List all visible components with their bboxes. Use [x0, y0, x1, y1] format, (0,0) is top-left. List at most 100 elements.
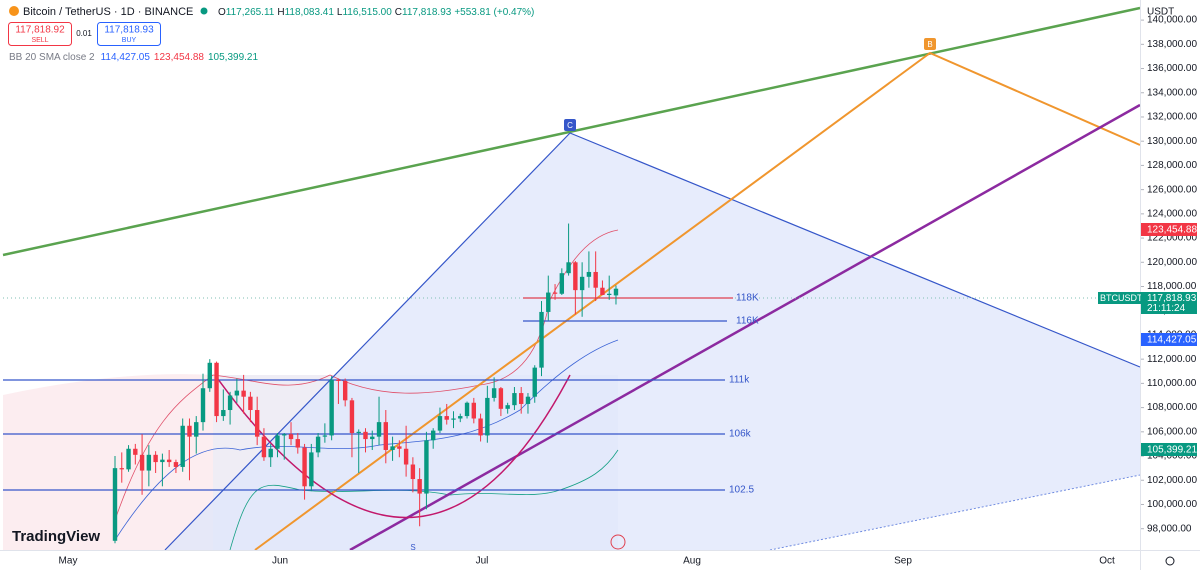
level-label: 118K — [736, 293, 759, 304]
candle-body — [552, 292, 558, 294]
candle-body — [160, 459, 165, 463]
coin-icon — [9, 6, 19, 16]
candle-body — [390, 446, 395, 450]
projection-line — [254, 51, 1141, 551]
event-icon[interactable] — [610, 534, 626, 550]
y-tick-label: 110,000.00 — [1147, 378, 1197, 389]
candle-body — [261, 436, 267, 458]
time-axis: May Jun Jul Aug Sep Oct — [59, 556, 1115, 567]
settings-icon[interactable] — [1165, 556, 1175, 566]
marker-label: B — [927, 40, 932, 49]
candle-body — [275, 435, 280, 449]
logo: TradingView — [12, 528, 100, 545]
candle-body — [458, 416, 463, 419]
y-tick-label: 106,000.00 — [1147, 426, 1197, 437]
badge — [1141, 443, 1197, 456]
y-tick-label: 124,000.00 — [1147, 208, 1197, 219]
candle-body — [376, 422, 382, 437]
price-axis: 98,000.00100,000.00102,000.00104,000.001… — [1141, 15, 1197, 534]
candle-body — [397, 446, 402, 449]
candle-body — [410, 464, 416, 480]
badge-text: 114,427.05 — [1147, 335, 1197, 346]
status-dot — [200, 7, 208, 15]
candle-body — [268, 448, 273, 458]
badge — [1141, 292, 1197, 314]
trend-line — [2, 6, 1141, 257]
marker — [564, 119, 576, 131]
candle-body — [356, 431, 361, 434]
candle-body — [559, 273, 565, 294]
x-tick-label: Oct — [1099, 556, 1115, 567]
candle-body — [139, 454, 145, 471]
candle-body — [295, 439, 300, 448]
badge — [1098, 292, 1141, 304]
candle-body — [491, 388, 497, 398]
candle-body — [403, 448, 409, 465]
candle-body — [288, 434, 294, 440]
badge-text: BTCUSDT — [1100, 293, 1143, 303]
change: +553.81 (+0.47%) — [454, 7, 534, 18]
x-tick-label: Jul — [476, 556, 489, 567]
bb-lower-value: 105,399.21 — [208, 52, 258, 63]
x-tick-label: Jun — [272, 556, 288, 567]
candle-body — [349, 400, 355, 434]
buy-button[interactable] — [97, 22, 161, 46]
candle-body — [437, 416, 443, 431]
marker-label: C — [567, 121, 573, 130]
candle-body — [146, 454, 152, 471]
bb-lower — [229, 449, 619, 551]
candle-body — [207, 362, 212, 389]
candle-body — [180, 425, 185, 467]
candle-body — [417, 479, 422, 494]
candle-body — [464, 402, 470, 417]
candle-body — [519, 393, 524, 404]
badge-text: 117,818.93 — [1147, 293, 1197, 304]
ohlc: O117,265.11 H118,083.41 L116,515.00 C117,81… — [218, 7, 534, 18]
indicator: BB 20 SMA close 2 114,427.05 123,454.88 105… — [9, 52, 258, 63]
buy-label: BUY — [122, 37, 137, 44]
candle-body — [370, 436, 375, 440]
candle-body — [194, 422, 199, 437]
triangle-fill — [165, 133, 1140, 550]
y-tick-label: 108,000.00 — [1147, 402, 1197, 413]
label: H — [277, 7, 284, 18]
dotted-line — [769, 474, 1141, 551]
candle-body — [248, 396, 253, 411]
candle-body — [478, 418, 483, 436]
candle-body — [241, 390, 246, 397]
candle-body — [546, 292, 551, 312]
candle-body — [214, 362, 219, 417]
candle-body — [309, 452, 314, 487]
candle-body — [227, 395, 233, 411]
marker-label: S — [410, 543, 415, 552]
y-tick-label: 122,000.00 — [1147, 233, 1197, 244]
sell-price: 117,818.92 — [15, 25, 65, 36]
y-tick-label: 100,000.00 — [1147, 499, 1197, 510]
candle-body — [315, 436, 321, 453]
y-tick-label: 140,000.00 — [1147, 15, 1197, 26]
candle-body — [322, 435, 328, 437]
candle-body — [430, 430, 436, 441]
sell-button[interactable] — [8, 22, 72, 46]
bb-upper-value: 123,454.88 — [154, 52, 204, 63]
candle-body — [173, 462, 179, 467]
value: 117,818.93 — [402, 7, 452, 18]
candle-body — [302, 447, 307, 487]
candle-body — [424, 440, 429, 494]
badge-text: 123,454.88 — [1147, 225, 1197, 236]
y-tick-label: 102,000.00 — [1147, 475, 1197, 486]
countdown: 21:11:24 — [1147, 303, 1186, 314]
candle-body — [166, 459, 172, 463]
y-tick-label: 130,000.00 — [1147, 136, 1197, 147]
candle-body — [200, 388, 206, 423]
bb-basis — [114, 339, 619, 541]
x-tick-label: Sep — [894, 556, 912, 567]
candle-body — [573, 262, 578, 291]
y-tick-label: 134,000.00 — [1147, 87, 1197, 98]
candles — [112, 223, 619, 544]
candle-body — [187, 425, 192, 437]
label: O — [218, 7, 226, 18]
candle-body — [512, 393, 517, 406]
